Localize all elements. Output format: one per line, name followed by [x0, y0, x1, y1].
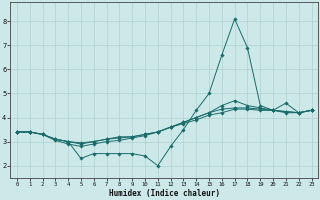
- X-axis label: Humidex (Indice chaleur): Humidex (Indice chaleur): [109, 189, 220, 198]
